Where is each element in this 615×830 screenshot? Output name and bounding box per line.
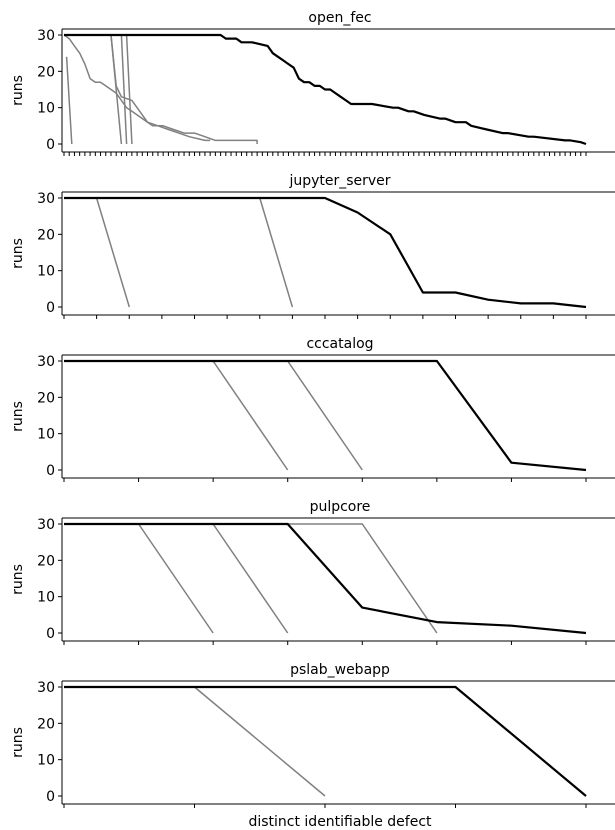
y-tick-label: 10	[37, 264, 55, 280]
y-tick-label: 30	[37, 517, 55, 533]
series-line-primary	[64, 685, 587, 797]
series-line-secondary-3	[64, 34, 123, 145]
y-tick-label: 20	[37, 64, 55, 80]
chart-panel-open_fec: open_fec 0 10 20 30 runs	[10, 10, 615, 156]
series-line-primary	[64, 33, 587, 146]
y-tick-label: 30	[37, 28, 55, 44]
y-tick-label: 10	[37, 427, 55, 443]
series-line-secondary-1	[64, 360, 363, 471]
y-tick-label: 30	[37, 191, 55, 207]
series-line-secondary-0	[64, 686, 326, 797]
y-tick-label: 10	[37, 101, 55, 117]
y-tick-label: 20	[37, 716, 55, 732]
series-line-primary	[64, 522, 587, 635]
y-tick-label: 0	[46, 300, 55, 316]
series-line-secondary-0	[64, 197, 131, 308]
y-axis-label: runs	[10, 727, 26, 758]
y-tick-label: 10	[37, 753, 55, 769]
chart-title: jupyter_server	[288, 173, 390, 189]
y-axis-label: runs	[10, 401, 26, 432]
chart-title: pslab_webapp	[290, 662, 390, 678]
y-tick-label: 20	[37, 553, 55, 569]
y-tick-label: 0	[46, 789, 55, 805]
y-tick-label: 0	[46, 137, 55, 153]
y-axis-label: runs	[10, 238, 26, 269]
series-line-primary	[64, 359, 587, 472]
y-tick-label: 0	[46, 626, 55, 642]
y-tick-label: 30	[37, 680, 55, 696]
y-tick-label: 20	[37, 227, 55, 243]
y-axis-label: runs	[10, 564, 26, 595]
chart-title: open_fec	[308, 10, 371, 26]
series-line-secondary-0	[64, 523, 214, 634]
y-tick-label: 10	[37, 590, 55, 606]
y-tick-label: 20	[37, 390, 55, 406]
chart-title: cccatalog	[306, 336, 373, 352]
series-line-secondary-1	[63, 34, 211, 142]
series-line-secondary-1	[64, 197, 294, 308]
series-line-secondary-2	[64, 34, 258, 144]
y-axis-label: runs	[10, 75, 26, 106]
chart-title: pulpcore	[310, 499, 371, 515]
chart-panel-pslab_webapp: pslab_webapp 0 10 20 30 runs	[10, 662, 615, 808]
chart-panel-cccatalog: cccatalog 0 10 20 30 runs	[10, 336, 615, 482]
y-tick-label: 0	[46, 463, 55, 479]
series-line-secondary-0	[65, 56, 73, 145]
chart-panel-jupyter_server: jupyter_server 0 10 20 30 runs	[10, 173, 615, 319]
chart-panel-pulpcore: pulpcore 0 10 20 30 runs	[10, 499, 615, 645]
y-tick-label: 30	[37, 354, 55, 370]
series-line-secondary-0	[64, 360, 289, 471]
x-axis-label: distinct identifiable defect	[248, 814, 432, 830]
series-line-primary	[64, 196, 587, 309]
